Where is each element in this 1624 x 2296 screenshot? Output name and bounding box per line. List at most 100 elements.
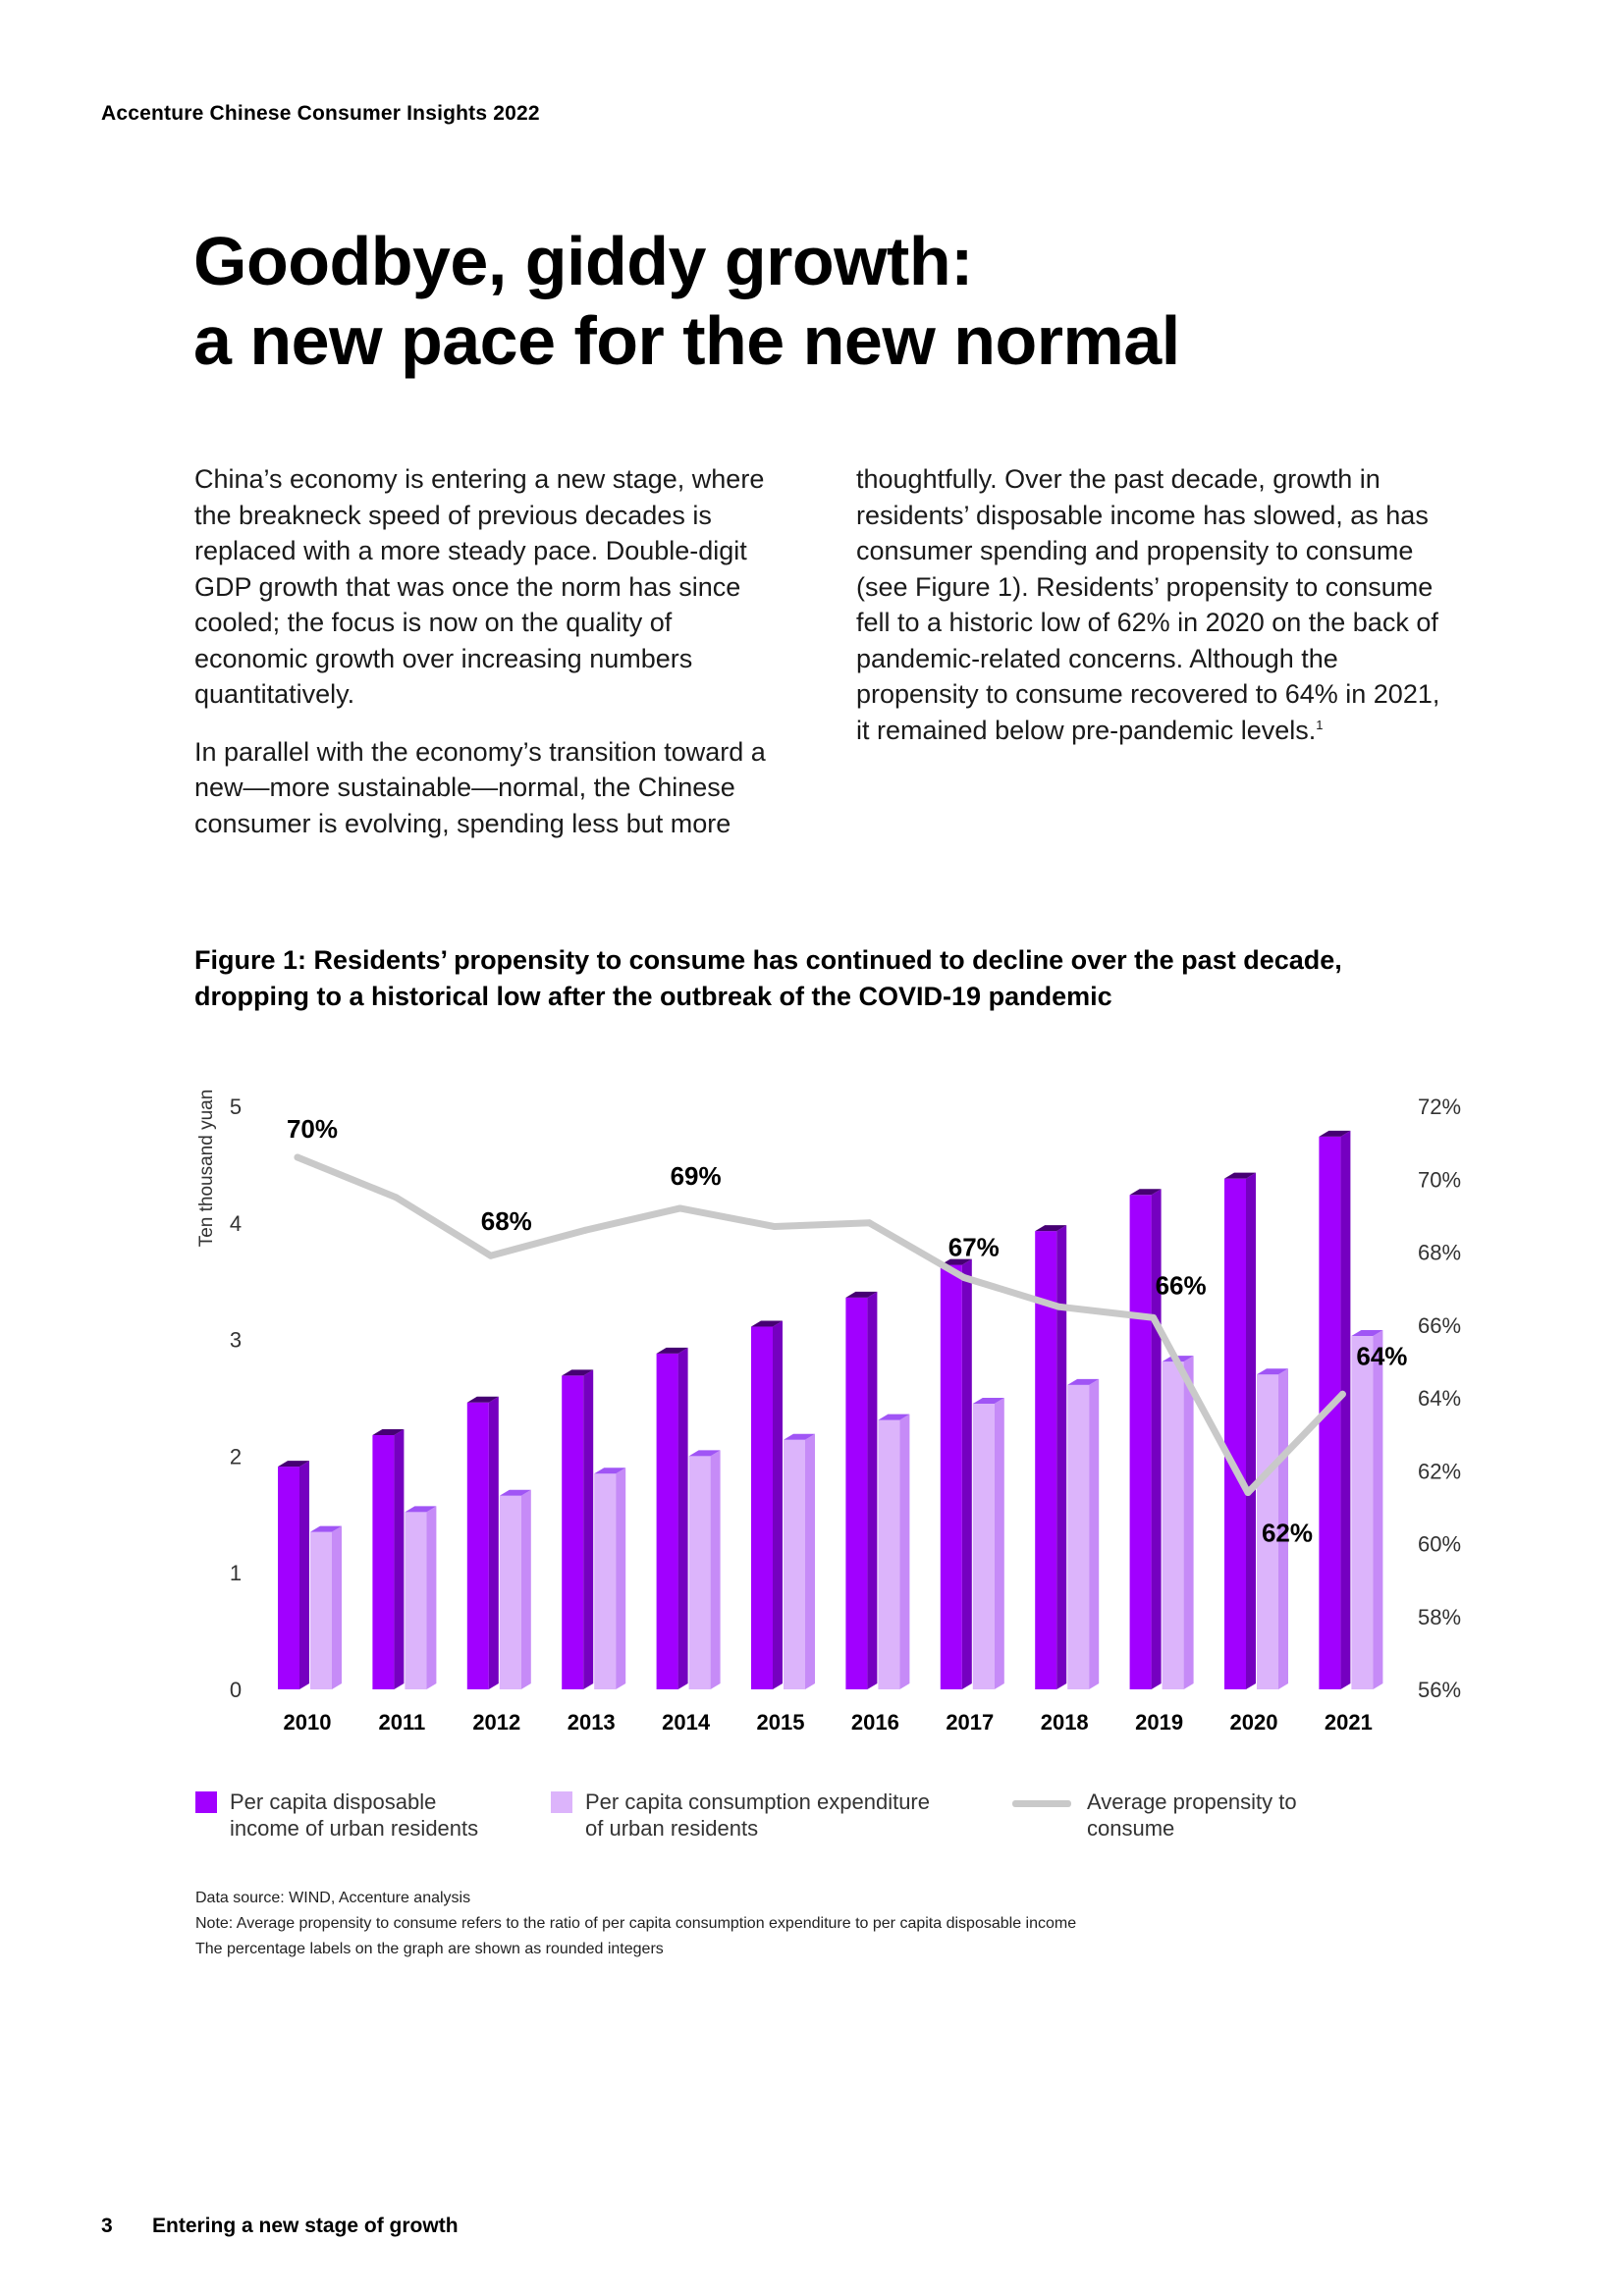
y2-tick-label: 70% — [1418, 1167, 1461, 1192]
body-column-2: thoughtfully. Over the past decade, grow… — [856, 461, 1450, 770]
x-tick-label: 2010 — [284, 1710, 332, 1735]
y-axis-title: Ten thousand yuan — [196, 1090, 217, 1248]
x-tick-label: 2011 — [379, 1710, 426, 1735]
bar-income — [278, 1467, 299, 1689]
propensity-point — [677, 1204, 684, 1212]
y2-tick-label: 60% — [1418, 1532, 1461, 1557]
x-tick-label: 2019 — [1135, 1710, 1183, 1735]
y2-tick-label: 58% — [1418, 1605, 1461, 1629]
bar-consumption-side — [520, 1489, 531, 1689]
point-label: 67% — [948, 1232, 1000, 1261]
propensity-point — [1055, 1303, 1062, 1310]
figure-title-line-1: Figure 1: Residents’ propensity to consu… — [194, 945, 1342, 975]
rounding-note: The percentage labels on the graph are s… — [195, 1941, 664, 1957]
propensity-point — [1244, 1489, 1252, 1497]
bar-consumption-top — [1257, 1368, 1288, 1375]
bar-consumption-top — [1067, 1378, 1100, 1385]
bar-consumption — [972, 1403, 995, 1689]
bar-consumption-top — [688, 1450, 721, 1457]
propensity-point — [865, 1219, 873, 1227]
bar-income — [372, 1435, 395, 1689]
y2-tick-label: 66% — [1418, 1313, 1461, 1338]
bar-consumption — [784, 1439, 805, 1689]
bar-consumption-side — [616, 1468, 626, 1689]
legend-swatch-propensity — [1012, 1800, 1071, 1807]
bar-income-top — [466, 1396, 499, 1403]
bar-income-side — [867, 1291, 878, 1689]
bar-consumption-top — [1351, 1330, 1383, 1337]
legend-label-income-line-2: income of urban residents — [230, 1816, 479, 1841]
point-label: 64% — [1356, 1341, 1407, 1370]
footer-section-title: Entering a new stage of growth — [152, 2215, 459, 2237]
bar-consumption — [878, 1419, 900, 1689]
bar-income — [1035, 1231, 1057, 1689]
bar-consumption-top — [499, 1489, 531, 1496]
bar-income-side — [1056, 1225, 1067, 1689]
bar-consumption-side — [1373, 1330, 1383, 1689]
x-tick-label: 2013 — [568, 1710, 616, 1735]
bar-income-top — [751, 1320, 783, 1327]
propensity-line — [294, 1153, 1346, 1497]
body-paragraph: thoughtfully. Over the past decade, grow… — [856, 461, 1450, 748]
legend-label-propensity-line-2: consume — [1087, 1816, 1175, 1841]
bar-consumption-side — [899, 1414, 910, 1689]
bar-income-side — [488, 1396, 499, 1689]
bar-income-top — [1319, 1130, 1351, 1137]
y-tick-label: 3 — [230, 1328, 242, 1353]
report-header: Accenture Chinese Consumer Insights 2022 — [101, 102, 540, 125]
bar-income-side — [1246, 1172, 1256, 1689]
bar-income-top — [656, 1347, 688, 1354]
y2-tick-label: 56% — [1418, 1678, 1461, 1702]
body-paragraph: China’s economy is entering a new stage,… — [194, 464, 765, 709]
point-label: 68% — [481, 1206, 532, 1236]
bar-consumption-top — [310, 1525, 342, 1532]
bar-income-side — [1151, 1189, 1162, 1689]
propensity-point — [1338, 1390, 1346, 1398]
body-paragraph-text: thoughtfully. Over the past decade, grow… — [856, 464, 1440, 745]
bar-consumption-top — [594, 1468, 626, 1474]
y2-tick-label: 62% — [1418, 1459, 1461, 1483]
figure-title-line-2: dropping to a historical low after the o… — [194, 981, 1112, 1011]
bar-consumption-top — [405, 1506, 437, 1513]
bar-income-side — [394, 1429, 405, 1689]
y-tick-label: 1 — [230, 1561, 242, 1585]
bar-consumption-top — [972, 1397, 1004, 1404]
propensity-point — [581, 1226, 589, 1234]
bar-income — [1224, 1178, 1246, 1689]
x-tick-label: 2016 — [851, 1710, 899, 1735]
legend-label-income-line-1: Per capita disposable — [230, 1789, 437, 1814]
bar-consumption-top — [784, 1433, 815, 1440]
x-tick-label: 2014 — [662, 1710, 711, 1735]
bar-consumption-side — [805, 1433, 815, 1689]
bar-income-top — [278, 1461, 309, 1468]
bar-income — [845, 1297, 868, 1689]
point-label: 70% — [287, 1114, 338, 1144]
bar-consumption — [1351, 1336, 1374, 1689]
bar-income-side — [961, 1258, 972, 1689]
bar-consumption-side — [1183, 1356, 1194, 1689]
bar-income-top — [1035, 1225, 1067, 1232]
bar-income-side — [1340, 1130, 1351, 1689]
bar-income-side — [773, 1320, 783, 1689]
bar-consumption — [1067, 1384, 1090, 1689]
body-paragraph: In parallel with the economy’s transitio… — [194, 736, 766, 838]
bar-consumption-side — [710, 1450, 721, 1689]
propensity-point — [960, 1273, 968, 1281]
bar-consumption — [688, 1456, 711, 1689]
y-tick-label: 0 — [230, 1678, 242, 1702]
y-tick-label: 5 — [230, 1095, 242, 1119]
bar-income — [751, 1326, 773, 1689]
body-column-1: China’s economy is entering a new stage,… — [194, 461, 788, 863]
propensity-point — [294, 1153, 301, 1161]
bar-consumption — [1257, 1374, 1278, 1689]
propensity-point — [487, 1252, 495, 1259]
bar-consumption-side — [332, 1525, 342, 1689]
bar-income — [656, 1353, 678, 1689]
x-tick-label: 2017 — [946, 1710, 994, 1735]
legend-label-propensity-line-1: Average propensity to — [1087, 1789, 1297, 1814]
x-tick-label: 2015 — [757, 1710, 805, 1735]
figure-notes: Data source: WIND, Accenture analysis No… — [195, 1886, 1076, 1962]
point-label: 66% — [1156, 1270, 1207, 1300]
y-tick-label: 2 — [230, 1444, 242, 1468]
